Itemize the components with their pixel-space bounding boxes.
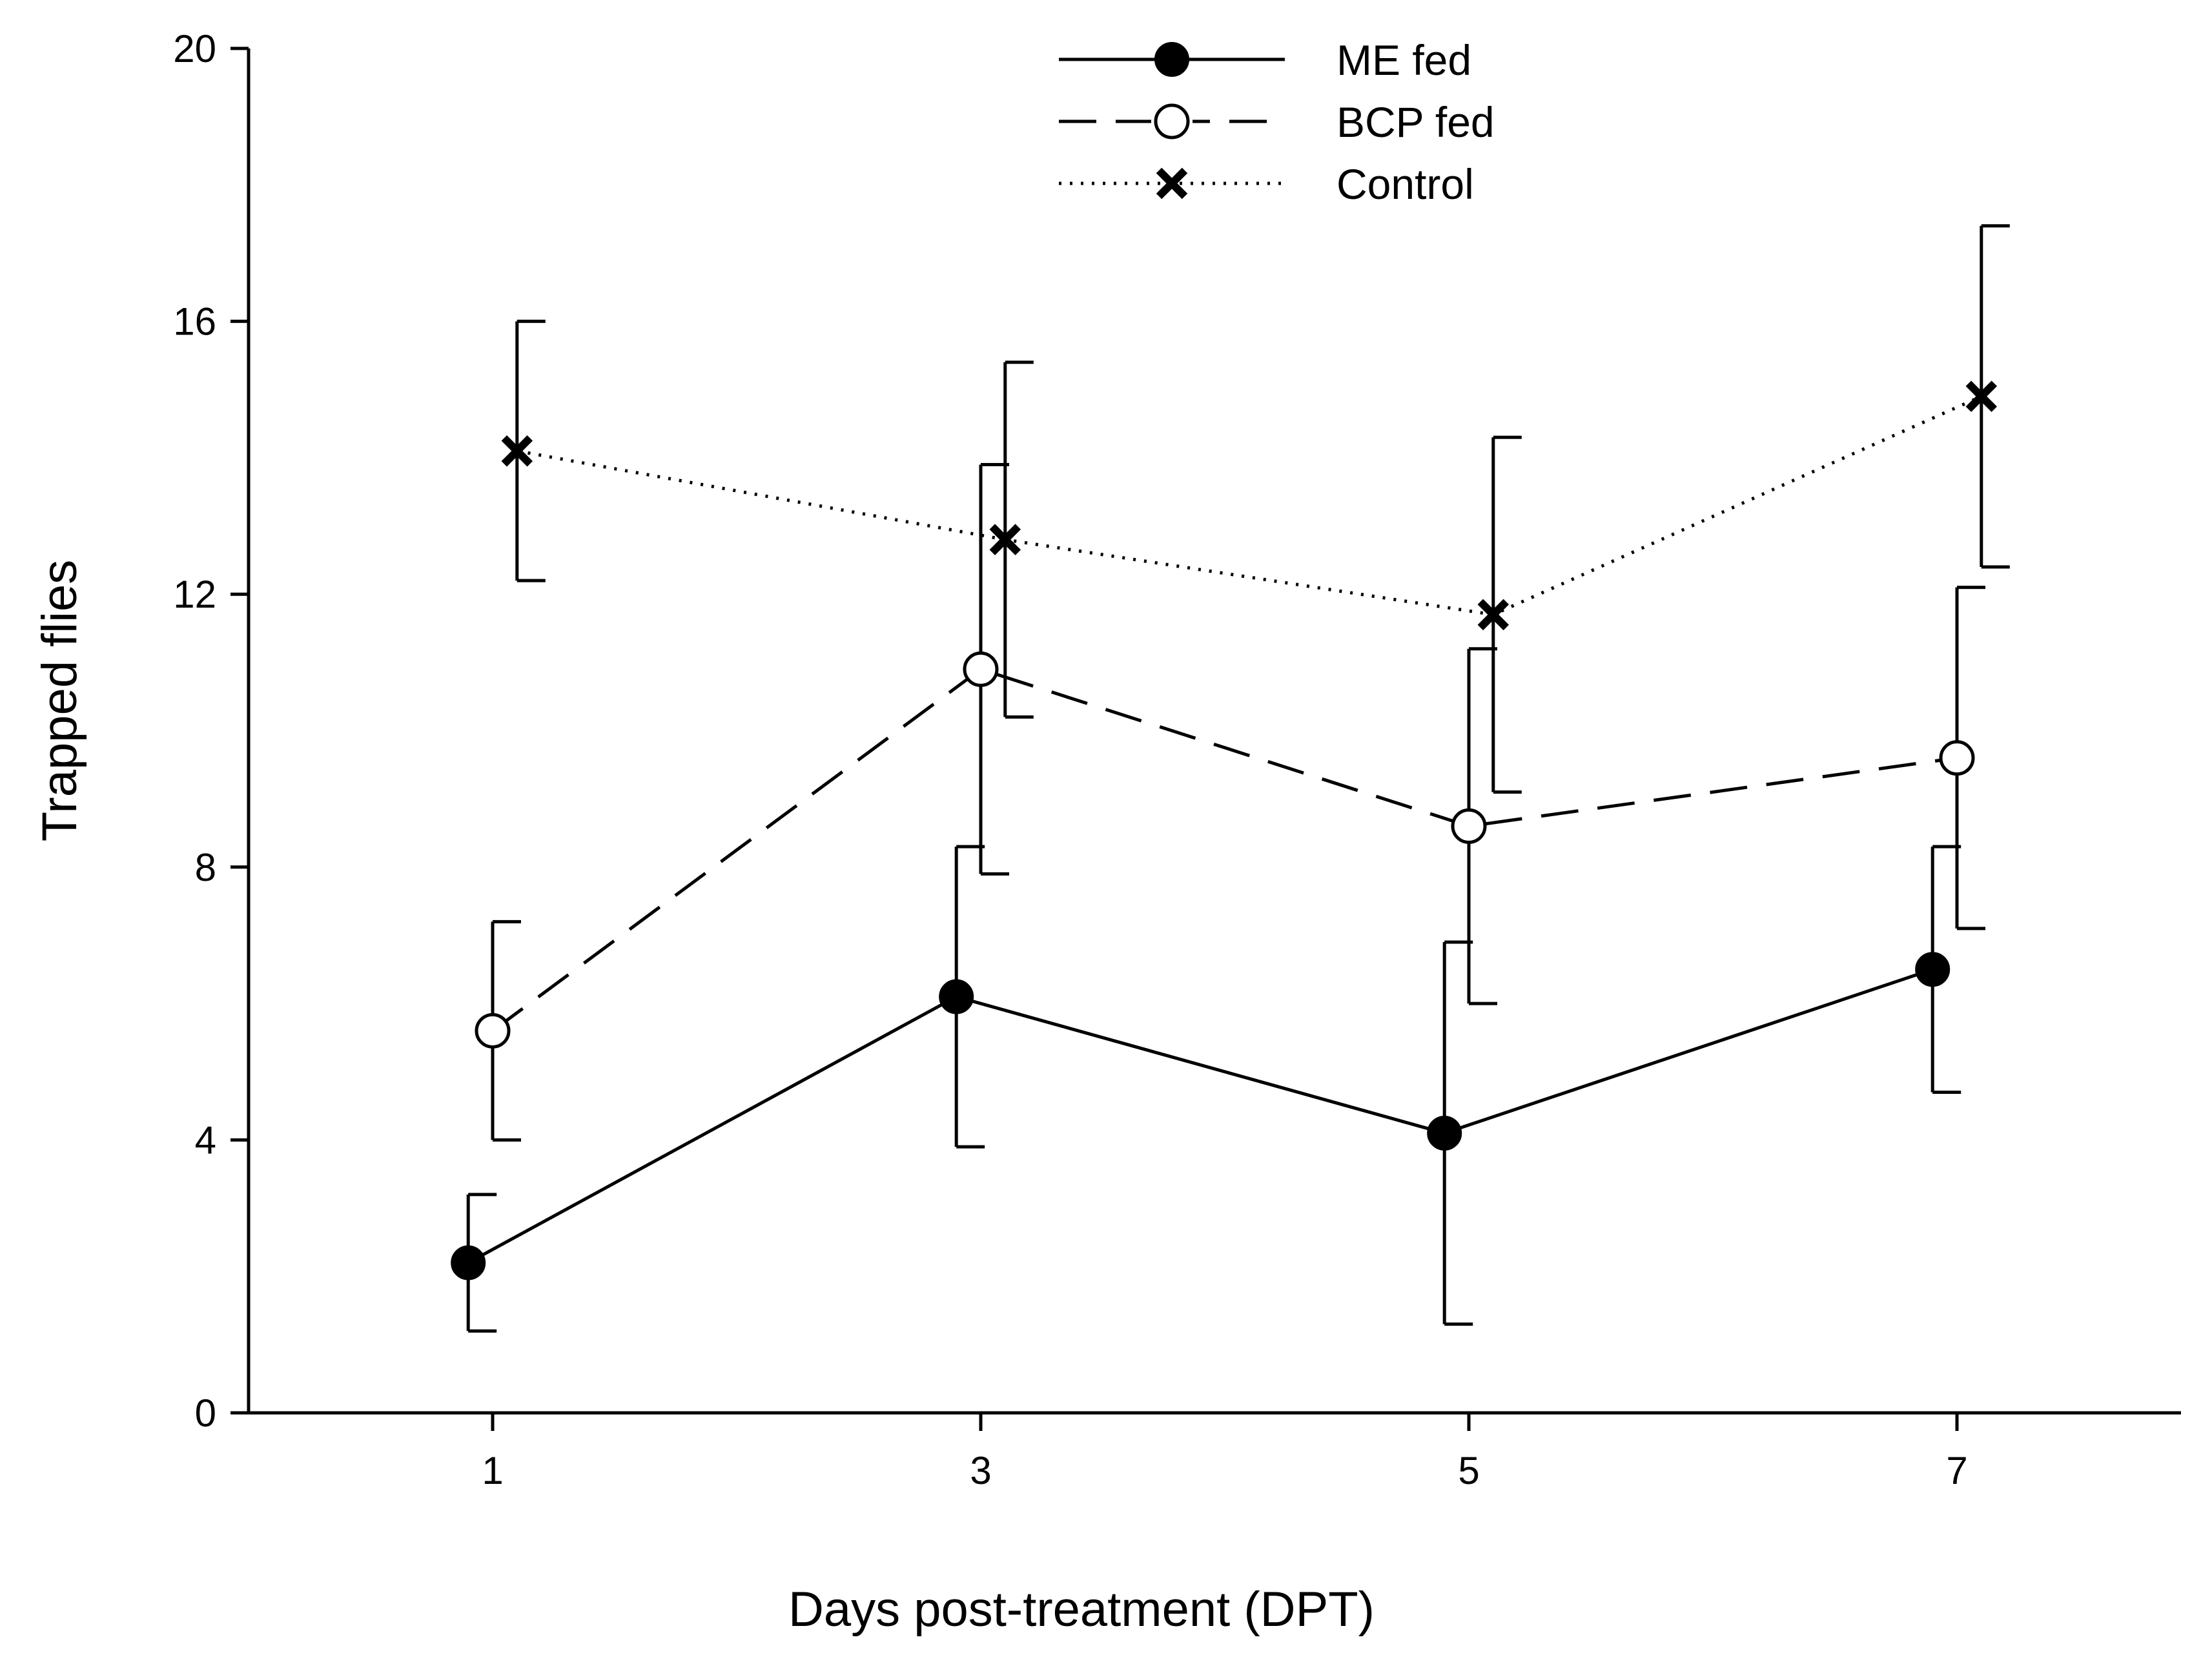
x-tick-label: 1 bbox=[482, 1449, 503, 1492]
axes: 0 4 8 12 16 20 1 3 5 7 bbox=[173, 27, 2181, 1492]
x-tick-label: 3 bbox=[970, 1449, 991, 1492]
series-line-bcp-fed bbox=[491, 667, 1958, 1033]
data-point bbox=[1939, 740, 1975, 776]
data-point bbox=[1965, 380, 1998, 413]
series-me-fed bbox=[451, 845, 1961, 1333]
x-axis-title: Days post-treatment (DPT) bbox=[788, 1582, 1375, 1637]
legend-marker bbox=[1154, 103, 1190, 139]
y-tick-label: 8 bbox=[195, 846, 216, 889]
series-line-me-fed bbox=[467, 967, 1933, 1264]
y-tick-label: 12 bbox=[173, 573, 216, 616]
legend-label: ME fed bbox=[1336, 36, 1471, 84]
legend-item-bcp-fed: BCP fed bbox=[1059, 98, 1495, 146]
data-point bbox=[501, 435, 533, 467]
legend-item-control: Control bbox=[1059, 160, 1474, 208]
data-point bbox=[989, 524, 1021, 555]
legend: ME fed BCP fed Control bbox=[1059, 36, 1495, 208]
series-line-control bbox=[517, 395, 1982, 617]
y-tick-label: 4 bbox=[195, 1118, 216, 1162]
plot-area bbox=[451, 224, 2010, 1333]
y-axis-title: Trapped flies bbox=[32, 560, 87, 842]
data-point bbox=[939, 979, 974, 1014]
data-point bbox=[451, 1245, 486, 1280]
x-tick-label: 5 bbox=[1458, 1449, 1479, 1492]
data-point bbox=[475, 1013, 511, 1049]
x-tick-label: 7 bbox=[1946, 1449, 1967, 1492]
y-tick-label: 16 bbox=[173, 300, 216, 344]
data-point bbox=[1451, 808, 1487, 844]
data-point bbox=[1477, 599, 1510, 631]
series-control bbox=[501, 224, 2010, 794]
legend-marker bbox=[1156, 167, 1188, 200]
y-tick-label: 20 bbox=[173, 27, 216, 70]
y-tick-label: 0 bbox=[195, 1392, 216, 1435]
legend-marker bbox=[1154, 42, 1189, 77]
legend-label: Control bbox=[1336, 160, 1474, 208]
series-bcp-fed bbox=[475, 462, 1985, 1142]
data-point bbox=[1915, 952, 1951, 987]
legend-item-me-fed: ME fed bbox=[1059, 36, 1471, 84]
data-point bbox=[1427, 1115, 1462, 1151]
legend-label: BCP fed bbox=[1336, 98, 1495, 146]
data-point bbox=[963, 651, 999, 687]
